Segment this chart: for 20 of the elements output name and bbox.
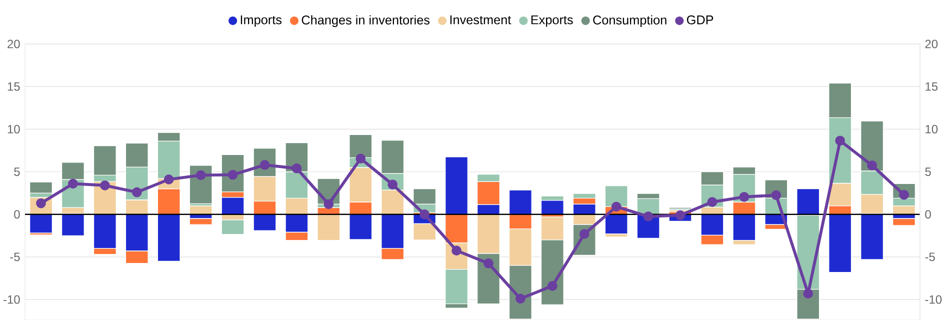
y2-tick-label: 20 [925,40,938,48]
legend-label: Exports [531,15,573,27]
y2-tick-label: -5 [925,252,935,262]
y-tick-label: 0 [14,210,20,219]
legend-label: Consumption [593,15,666,28]
y2-tick-label: 5 [925,168,931,176]
legend-label: Imports [240,15,282,27]
y-tick-label: 15 [8,82,20,91]
legend-label: Changes in inventories [302,15,430,28]
y2-tick-label: -10 [925,295,942,304]
y2-tick-label: 10 [926,124,938,134]
y2-tick-label: 0 [925,210,931,219]
y-tick-label: 20 [8,40,20,48]
legend-label: GDP [686,15,714,24]
y-tick-label: -10 [4,295,20,304]
legend-label: Investment [450,15,512,24]
y-tick-label: -5 [10,252,20,262]
y-tick-label: 10 [8,124,20,134]
y2-tick-label: 15 [926,82,938,91]
y-tick-label: 5 [14,168,20,176]
